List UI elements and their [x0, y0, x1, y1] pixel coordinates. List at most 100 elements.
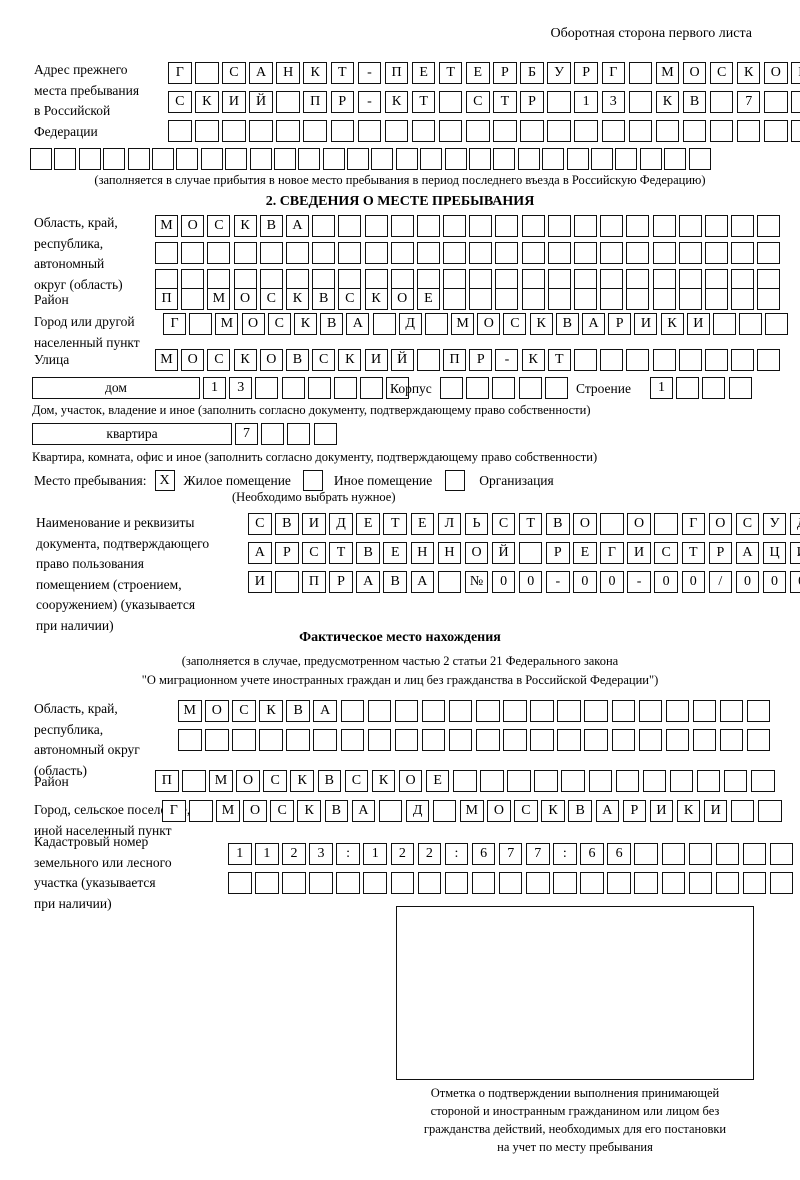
section2-district-cell-13[interactable] [495, 288, 519, 310]
document-r2-cell-20[interactable]: И [789, 542, 800, 564]
actual-district-cell-4[interactable]: С [263, 770, 287, 792]
previous-address-r4-cell-26[interactable] [664, 148, 687, 170]
previous-address-r3-cell-4[interactable] [276, 120, 300, 142]
section2-region-r1-cell-9[interactable] [390, 215, 414, 237]
previous-address-r2-cell-1[interactable]: К [195, 91, 219, 113]
section2-district-cell-8[interactable]: К [364, 288, 388, 310]
actual-district-cell-12[interactable] [480, 770, 504, 792]
section2-region-r1-cell-22[interactable] [731, 215, 755, 237]
cadastral-r1-cell-18[interactable] [715, 843, 740, 865]
house-number-cell-7[interactable] [386, 377, 410, 399]
actual-district-cell-6[interactable]: В [317, 770, 342, 792]
cadastral-r1-cell-1[interactable]: 1 [255, 843, 279, 865]
document-r2-cell-6[interactable]: Н [410, 542, 435, 564]
actual-city-cell-6[interactable]: В [324, 800, 349, 822]
document-r1-cell-8[interactable]: Ь [464, 513, 489, 535]
previous-address-r4-cell-3[interactable] [103, 148, 126, 170]
previous-address-r1-cell-6[interactable]: Т [330, 62, 355, 84]
section2-region-r1-cell-6[interactable] [312, 215, 336, 237]
document-r1-cell-3[interactable]: Д [329, 513, 353, 535]
actual-region-r1-cell-12[interactable] [503, 700, 527, 722]
section2-district-cell-3[interactable]: О [233, 288, 257, 310]
previous-address-r1-cell-14[interactable]: У [547, 62, 571, 84]
document-r1-cell-12[interactable]: О [573, 513, 597, 535]
actual-region-r2-cell-16[interactable] [611, 729, 635, 751]
previous-address-r1-cell-15[interactable]: Р [574, 62, 598, 84]
section2-city-cell-21[interactable] [712, 313, 736, 335]
actual-district-cell-15[interactable] [561, 770, 585, 792]
section2-district-cell-7[interactable]: С [338, 288, 362, 310]
actual-region-r2-cell-7[interactable] [367, 729, 392, 751]
previous-address-r1-cell-18[interactable]: М [655, 62, 680, 84]
cadastral-r2-cell-9[interactable] [471, 872, 496, 894]
document-r1-cell-4[interactable]: Е [356, 513, 380, 535]
actual-region-r2-cell-14[interactable] [557, 729, 581, 751]
document-r3-cell-1[interactable] [275, 571, 299, 593]
previous-address-r4-cell-14[interactable] [371, 148, 394, 170]
document-r1-cell-15[interactable] [654, 513, 678, 535]
section2-street-cell-3[interactable]: К [233, 349, 257, 371]
previous-address-r4-cell-17[interactable] [444, 148, 467, 170]
actual-district-cell-14[interactable] [534, 770, 558, 792]
section2-district-cell-19[interactable] [652, 288, 676, 310]
section2-city-cell-2[interactable]: М [215, 313, 239, 335]
document-r1-cell-19[interactable]: У [762, 513, 787, 535]
section2-region-r2-cell-13[interactable] [495, 242, 519, 264]
previous-address-r3-cell-16[interactable] [601, 120, 625, 142]
section2-city-cell-13[interactable]: С [503, 313, 527, 335]
cadastral-r1-cell-6[interactable]: 2 [390, 843, 415, 865]
actual-region-r1-cell-18[interactable] [665, 700, 690, 722]
cadastral-r2-cell-12[interactable] [553, 872, 577, 894]
previous-address-r1-cell-23[interactable]: В [791, 62, 800, 84]
previous-address-r1-cell-13[interactable]: Б [520, 62, 544, 84]
section2-region-r1-cell-21[interactable] [704, 215, 728, 237]
document-r3-cell-3[interactable]: Р [329, 571, 353, 593]
actual-region-r2-cell-10[interactable] [448, 729, 473, 751]
document-r2-cell-0[interactable]: А [248, 542, 272, 564]
cadastral-r2-cell-14[interactable] [607, 872, 631, 894]
document-r2-cell-13[interactable]: Г [600, 542, 624, 564]
section2-street-cell-17[interactable] [600, 349, 624, 371]
previous-address-r3-cell-12[interactable] [493, 120, 517, 142]
previous-address-r2-cell-8[interactable]: К [384, 91, 409, 113]
document-r1-cell-13[interactable] [600, 513, 624, 535]
document-r3-cell-18[interactable]: 0 [735, 571, 760, 593]
section2-street-cell-2[interactable]: С [207, 349, 231, 371]
stroenie-cells[interactable]: 1 [650, 377, 752, 399]
section2-city-cell-8[interactable] [372, 313, 396, 335]
actual-region-r2-cell-4[interactable] [286, 729, 310, 751]
section2-city-cell-23[interactable] [765, 313, 789, 335]
section2-region-r1-cell-23[interactable] [757, 215, 781, 237]
document-r2-cell-10[interactable] [518, 542, 543, 564]
previous-address-r2-cell-4[interactable] [276, 91, 300, 113]
actual-city-cell-9[interactable]: Д [405, 800, 430, 822]
previous-address-r4-cell-18[interactable] [469, 148, 492, 170]
cadastral-r1-cell-11[interactable]: 7 [526, 843, 550, 865]
cadastral-r2-cell-13[interactable] [580, 872, 604, 894]
section2-city-cell-3[interactable]: О [241, 313, 265, 335]
section2-region-r1-cell-11[interactable] [443, 215, 467, 237]
actual-district-cell-18[interactable] [642, 770, 667, 792]
section2-region-r1-cell-19[interactable] [652, 215, 676, 237]
actual-region-r1-cell-5[interactable]: А [313, 700, 337, 722]
section2-district-cell-21[interactable] [704, 288, 728, 310]
previous-address-r3-cell-7[interactable] [357, 120, 382, 142]
actual-region-r2-cell-13[interactable] [530, 729, 554, 751]
document-r3-cell-7[interactable] [437, 571, 462, 593]
section2-city-cell-10[interactable] [424, 313, 448, 335]
document-r2-cell-16[interactable]: Т [681, 542, 705, 564]
flat-number-cells[interactable]: 7 [235, 423, 337, 445]
previous-address-row-4[interactable] [30, 148, 713, 170]
previous-address-r1-cell-2[interactable]: С [222, 62, 246, 84]
document-r3-cell-4[interactable]: А [356, 571, 380, 593]
section2-region-r1-cell-1[interactable]: О [181, 215, 205, 237]
section2-region-r1-cell-17[interactable] [600, 215, 624, 237]
actual-region-r1-cell-16[interactable] [611, 700, 635, 722]
actual-region-r2-cell-12[interactable] [503, 729, 527, 751]
cadastral-r1-cell-9[interactable]: 6 [471, 843, 496, 865]
previous-address-r2-cell-15[interactable]: 1 [574, 91, 598, 113]
document-r3-cell-17[interactable]: / [708, 571, 733, 593]
